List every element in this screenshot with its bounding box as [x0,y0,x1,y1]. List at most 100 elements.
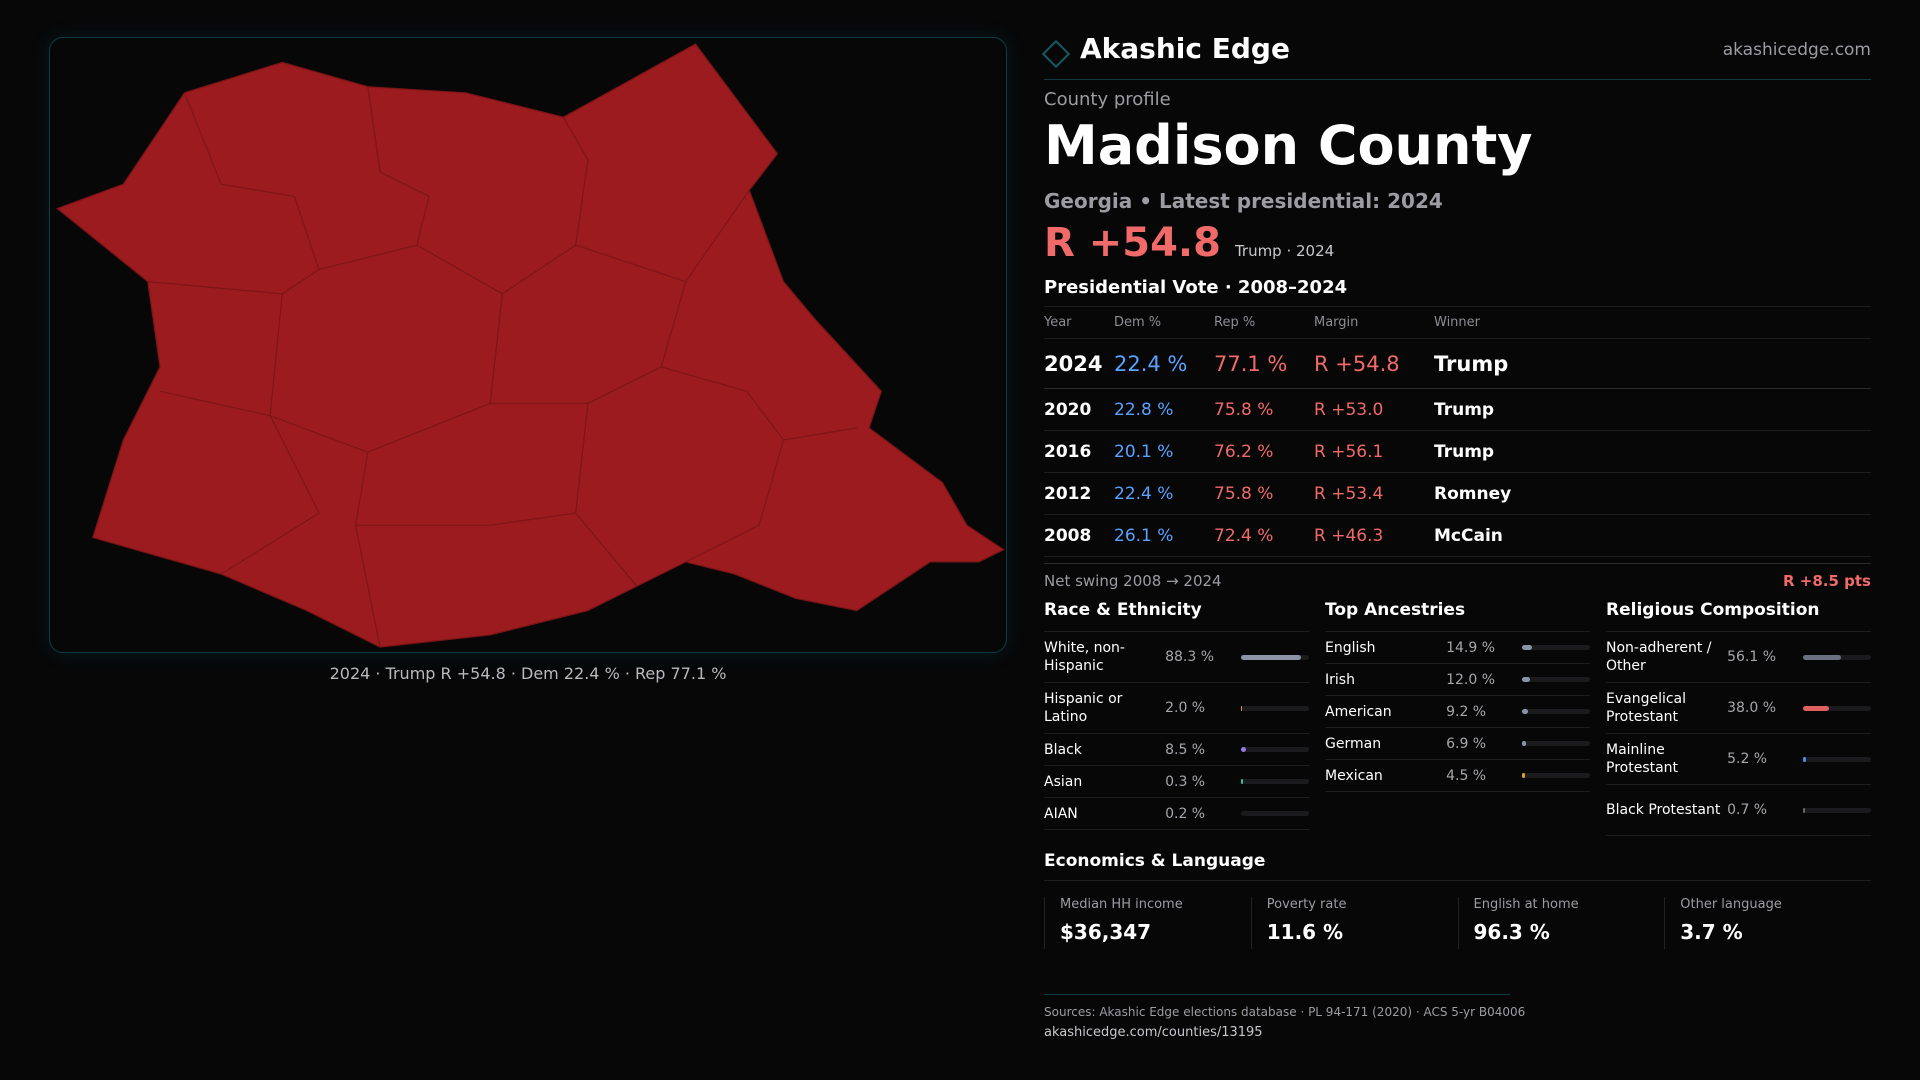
item-value: 2.0 % [1165,700,1206,716]
cell-winner: Trump [1434,388,1871,431]
cell-dem: 20.1 % [1114,430,1214,473]
site-link[interactable]: akashicedge.com [1722,40,1871,60]
list-item: German 6.9 % [1325,728,1591,760]
col-year: Year [1044,306,1114,339]
item-value: 88.3 % [1165,649,1215,665]
county-shape[interactable] [56,43,1005,648]
cell-dem: 22.4 % [1114,338,1214,389]
cell-year: 2012 [1044,472,1114,515]
item-label: AIAN [1044,805,1078,822]
swing-label: Net swing 2008 → 2024 [1044,572,1222,590]
item-value: 12.0 % [1446,671,1496,688]
cell-rep: 77.1 % [1214,338,1314,389]
item-label: Hispanic or Latino [1044,691,1123,725]
cell-dem: 22.8 % [1114,388,1214,431]
list-item: American 9.2 % [1325,696,1591,728]
bar-fill [1802,807,1805,813]
page-title: Madison County [1044,114,1533,177]
county-url[interactable]: akashicedge.com/counties/13195 [1044,1025,1263,1040]
cell-year: 2020 [1044,388,1114,431]
list-item: White, non-Hispanic 88.3 % [1044,632,1310,683]
stat-english-home: English at home 96.3 % [1457,897,1665,949]
precinct-boundaries [147,86,857,648]
bar-track [1521,677,1591,682]
item-value: 14.9 % [1446,639,1496,656]
econ-stats: Median HH income $36,347 Poverty rate 11.6… [1044,897,1871,949]
bar-track [1240,705,1310,711]
section-title: Race & Ethnicity [1044,600,1309,632]
item-label: Evangelical Protestant [1606,691,1687,725]
kicker: County profile [1044,89,1171,110]
section-title: Religious Composition [1606,600,1871,632]
stat-median-income: Median HH income $36,347 [1044,897,1251,949]
divider [1044,563,1871,564]
bar-fill [1240,654,1302,660]
cell-dem: 22.4 % [1114,472,1214,515]
brand-name: Akashic Edge [1080,32,1290,65]
item-value: 56.1 % [1727,649,1777,665]
list-item: Black Protestant 0.7 % [1606,785,1872,836]
item-label: Asian [1044,773,1083,790]
col-margin: Margin [1314,306,1434,339]
bar-track [1802,705,1872,711]
item-value: 5.2 % [1727,751,1768,767]
subtitle: Georgia • Latest presidential: 2024 [1044,189,1443,213]
vote-row-2012: 2012 22.4 % 75.8 % R +53.4 Romney [1044,472,1871,515]
swing-value: R +8.5 pts [1783,572,1871,590]
stat-other-language: Other language 3.7 % [1664,897,1871,949]
col-rep: Rep % [1214,306,1314,339]
item-value: 0.7 % [1727,802,1768,818]
vote-row-2024: 2024 22.4 % 77.1 % R +54.8 Trump [1044,338,1871,389]
bar-track [1240,654,1310,660]
econ-title: Economics & Language [1044,851,1266,871]
footer-divider [1044,994,1510,995]
section-top-ancestries: Top Ancestries English 14.9 % Irish 12.0 % Am… [1325,600,1591,792]
bar-track [1240,811,1310,816]
bar-fill [1521,741,1527,746]
col-dem: Dem % [1114,306,1214,339]
cell-margin: R +56.1 [1314,430,1434,473]
section-race-ethnicity: Race & Ethnicity White, non-Hispanic 88.3 … [1044,600,1310,830]
item-label: Black Protestant [1606,802,1721,818]
list-item: AIAN 0.2 % [1044,798,1310,830]
cell-winner: Romney [1434,472,1871,515]
list-item: Evangelical Protestant 38.0 % [1606,683,1872,734]
map-caption: 2024 · Trump R +54.8 · Dem 22.4 % · Rep … [329,664,727,683]
cell-rep: 75.8 % [1214,388,1314,431]
list-item: Asian 0.3 % [1044,766,1310,798]
diamond-logo-icon [1041,39,1071,69]
item-label: Non-adherent / Other [1606,640,1712,674]
bar-track [1521,709,1591,714]
cell-year: 2024 [1044,338,1114,389]
county-map[interactable] [49,37,1007,653]
section-religious-composition: Religious Composition Non-adherent / Othe… [1606,600,1872,836]
item-value: 0.3 % [1165,773,1206,790]
bar-track [1521,773,1591,778]
list-item: Mainline Protestant 5.2 % [1606,734,1872,785]
bar-fill [1802,756,1807,762]
item-value: 4.5 % [1446,767,1487,784]
bar-track [1802,756,1872,762]
bar-fill [1521,773,1525,778]
headline-note: Trump · 2024 [1234,242,1335,260]
cell-margin: R +46.3 [1314,514,1434,557]
stat-poverty-rate: Poverty rate 11.6 % [1250,897,1458,949]
list-item: Irish 12.0 % [1325,664,1591,696]
bar-fill [1521,677,1530,682]
list-item: Mexican 4.5 % [1325,760,1591,792]
bar-fill [1240,705,1242,711]
section-title: Top Ancestries [1325,600,1590,632]
list-item: Black 8.5 % [1044,734,1310,766]
list-item: Hispanic or Latino 2.0 % [1044,683,1310,734]
bar-fill [1521,709,1528,714]
bar-fill [1240,779,1243,784]
col-winner: Winner [1434,306,1871,339]
cell-rep: 76.2 % [1214,430,1314,473]
cell-winner: McCain [1434,514,1871,557]
sources: Sources: Akashic Edge elections database… [1044,1005,1526,1019]
list-item: Non-adherent / Other 56.1 % [1606,632,1872,683]
cell-margin: R +53.0 [1314,388,1434,431]
cell-winner: Trump [1434,430,1871,473]
vote-row-2020: 2020 22.8 % 75.8 % R +53.0 Trump [1044,388,1871,431]
cell-margin: R +54.8 [1314,338,1434,389]
